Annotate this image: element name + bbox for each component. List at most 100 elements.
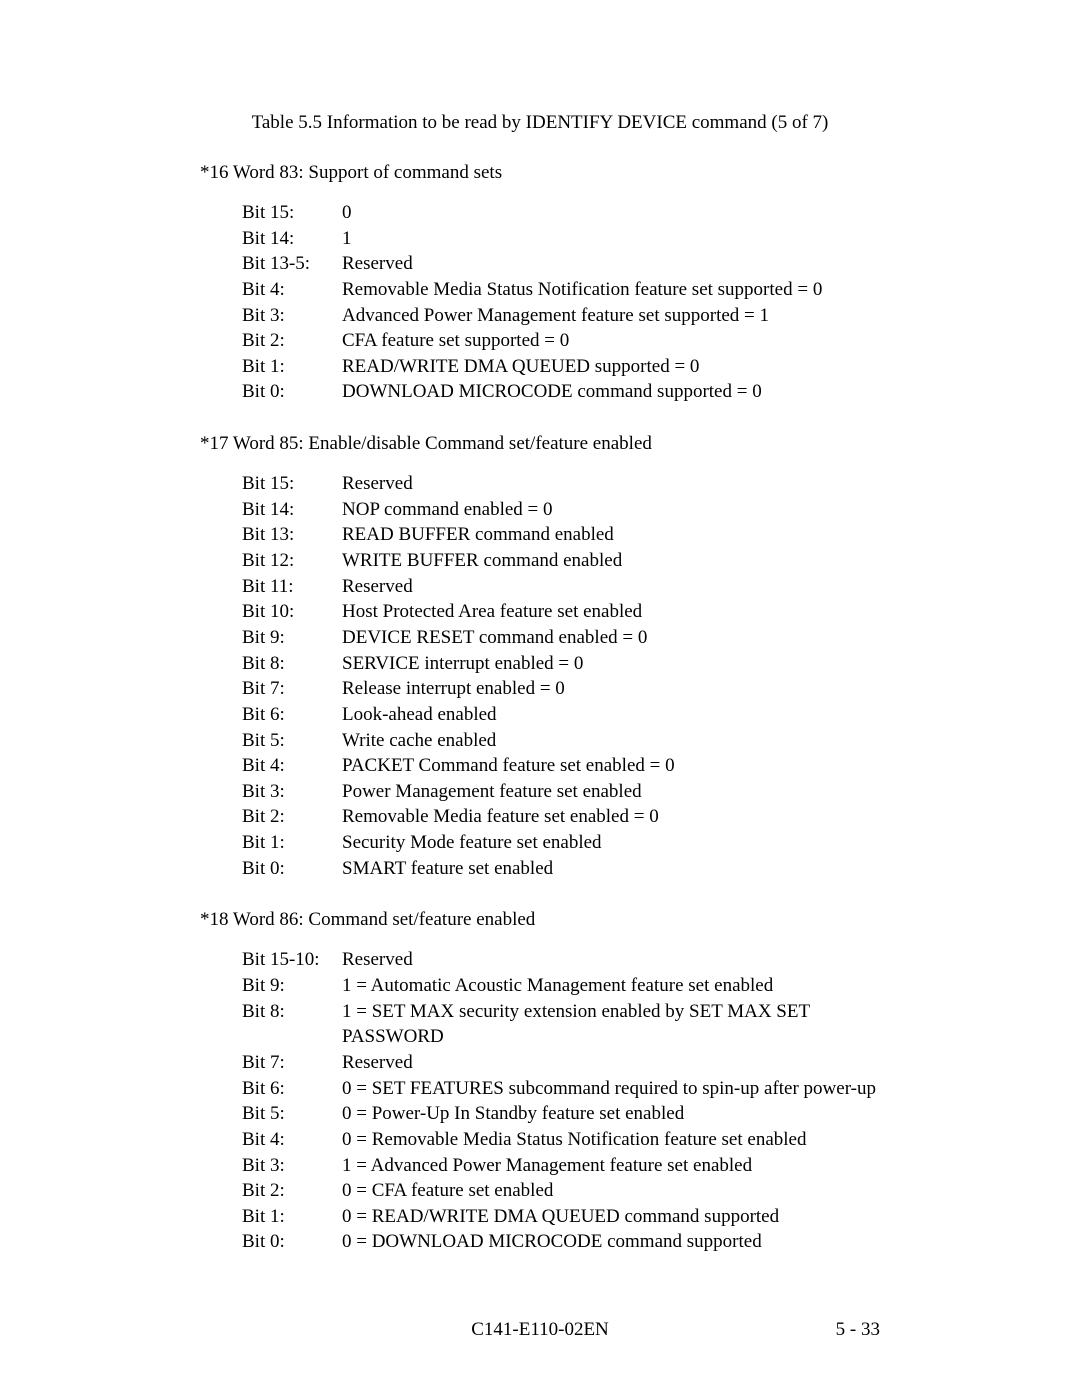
bit-row: Bit 8:1 = SET MAX security extension ena…	[242, 999, 880, 1050]
bit-row: Bit 15-10:Reserved	[242, 947, 880, 973]
bit-desc: PACKET Command feature set enabled = 0	[342, 753, 880, 779]
bit-row: Bit 11:Reserved	[242, 574, 880, 600]
bit-table: Bit 15-10:Reserved Bit 9:1 = Automatic A…	[242, 947, 880, 1255]
bit-row: Bit 10:Host Protected Area feature set e…	[242, 599, 880, 625]
bit-desc: Advanced Power Management feature set su…	[342, 303, 880, 329]
bit-label: Bit 15-10:	[242, 947, 342, 973]
bit-row: Bit 4:Removable Media Status Notificatio…	[242, 277, 880, 303]
bit-desc: Reserved	[342, 574, 880, 600]
bit-desc: Write cache enabled	[342, 728, 880, 754]
bit-row: Bit 7:Release interrupt enabled = 0	[242, 676, 880, 702]
bit-row: Bit 6:Look-ahead enabled	[242, 702, 880, 728]
bit-row: Bit 2:CFA feature set supported = 0	[242, 328, 880, 354]
bit-label: Bit 7:	[242, 676, 342, 702]
bit-row: Bit 0:0 = DOWNLOAD MICROCODE command sup…	[242, 1229, 880, 1255]
bit-label: Bit 8:	[242, 999, 342, 1050]
bit-label: Bit 4:	[242, 277, 342, 303]
bit-row: Bit 9:DEVICE RESET command enabled = 0	[242, 625, 880, 651]
bit-desc: 1	[342, 226, 880, 252]
bit-desc: 1 = SET MAX security extension enabled b…	[342, 999, 880, 1050]
page-footer: C141-E110-02EN 5 - 33	[0, 1319, 1080, 1341]
bit-label: Bit 12:	[242, 548, 342, 574]
bit-desc: Power Management feature set enabled	[342, 779, 880, 805]
bit-desc: Reserved	[342, 947, 880, 973]
bit-desc: DEVICE RESET command enabled = 0	[342, 625, 880, 651]
bit-label: Bit 1:	[242, 830, 342, 856]
section-18: *18 Word 86: Command set/feature enabled…	[200, 909, 880, 1255]
bit-label: Bit 6:	[242, 1076, 342, 1102]
bit-table: Bit 15:0 Bit 14:1 Bit 13-5:Reserved Bit …	[242, 200, 880, 405]
bit-row: Bit 15:0	[242, 200, 880, 226]
bit-row: Bit 1:0 = READ/WRITE DMA QUEUED command …	[242, 1204, 880, 1230]
bit-row: Bit 5:0 = Power-Up In Standby feature se…	[242, 1101, 880, 1127]
bit-desc: 1 = Automatic Acoustic Management featur…	[342, 973, 880, 999]
bit-row: Bit 12:WRITE BUFFER command enabled	[242, 548, 880, 574]
bit-row: Bit 4:PACKET Command feature set enabled…	[242, 753, 880, 779]
bit-label: Bit 9:	[242, 973, 342, 999]
bit-desc: NOP command enabled = 0	[342, 497, 880, 523]
bit-row: Bit 3:1 = Advanced Power Management feat…	[242, 1153, 880, 1179]
bit-row: Bit 5:Write cache enabled	[242, 728, 880, 754]
bit-table: Bit 15:Reserved Bit 14:NOP command enabl…	[242, 471, 880, 881]
bit-desc: Reserved	[342, 251, 880, 277]
bit-label: Bit 0:	[242, 379, 342, 405]
bit-label: Bit 2:	[242, 804, 342, 830]
bit-label: Bit 11:	[242, 574, 342, 600]
bit-label: Bit 9:	[242, 625, 342, 651]
bit-row: Bit 7:Reserved	[242, 1050, 880, 1076]
bit-row: Bit 3:Advanced Power Management feature …	[242, 303, 880, 329]
bit-desc: READ/WRITE DMA QUEUED supported = 0	[342, 354, 880, 380]
bit-label: Bit 4:	[242, 1127, 342, 1153]
bit-row: Bit 13:READ BUFFER command enabled	[242, 522, 880, 548]
bit-desc: 0	[342, 200, 880, 226]
bit-desc: Reserved	[342, 471, 880, 497]
bit-label: Bit 6:	[242, 702, 342, 728]
bit-label: Bit 15:	[242, 471, 342, 497]
bit-label: Bit 0:	[242, 856, 342, 882]
bit-label: Bit 13-5:	[242, 251, 342, 277]
section-heading: *16 Word 83: Support of command sets	[200, 162, 880, 184]
bit-label: Bit 13:	[242, 522, 342, 548]
bit-row: Bit 1:Security Mode feature set enabled	[242, 830, 880, 856]
section-16: *16 Word 83: Support of command sets Bit…	[200, 162, 880, 405]
bit-desc: Look-ahead enabled	[342, 702, 880, 728]
bit-label: Bit 3:	[242, 779, 342, 805]
bit-desc: Removable Media Status Notification feat…	[342, 277, 880, 303]
bit-label: Bit 4:	[242, 753, 342, 779]
bit-label: Bit 1:	[242, 354, 342, 380]
bit-row: Bit 0:SMART feature set enabled	[242, 856, 880, 882]
footer-page-number: 5 - 33	[836, 1319, 880, 1341]
bit-desc: 0 = Removable Media Status Notification …	[342, 1127, 880, 1153]
bit-row: Bit 3:Power Management feature set enabl…	[242, 779, 880, 805]
bit-row: Bit 2:0 = CFA feature set enabled	[242, 1178, 880, 1204]
bit-desc: 0 = CFA feature set enabled	[342, 1178, 880, 1204]
bit-row: Bit 1:READ/WRITE DMA QUEUED supported = …	[242, 354, 880, 380]
section-heading: *18 Word 86: Command set/feature enabled	[200, 909, 880, 931]
bit-desc: WRITE BUFFER command enabled	[342, 548, 880, 574]
bit-desc: Security Mode feature set enabled	[342, 830, 880, 856]
section-heading: *17 Word 85: Enable/disable Command set/…	[200, 433, 880, 455]
bit-row: Bit 6:0 = SET FEATURES subcommand requir…	[242, 1076, 880, 1102]
bit-desc: SMART feature set enabled	[342, 856, 880, 882]
bit-row: Bit 8:SERVICE interrupt enabled = 0	[242, 651, 880, 677]
bit-row: Bit 0:DOWNLOAD MICROCODE command support…	[242, 379, 880, 405]
bit-label: Bit 3:	[242, 1153, 342, 1179]
bit-row: Bit 15:Reserved	[242, 471, 880, 497]
footer-doc-id: C141-E110-02EN	[471, 1319, 609, 1341]
bit-desc: Host Protected Area feature set enabled	[342, 599, 880, 625]
bit-desc: 0 = DOWNLOAD MICROCODE command supported	[342, 1229, 880, 1255]
bit-row: Bit 4:0 = Removable Media Status Notific…	[242, 1127, 880, 1153]
bit-label: Bit 3:	[242, 303, 342, 329]
bit-desc: Release interrupt enabled = 0	[342, 676, 880, 702]
bit-label: Bit 15:	[242, 200, 342, 226]
bit-label: Bit 0:	[242, 1229, 342, 1255]
bit-desc: 0 = READ/WRITE DMA QUEUED command suppor…	[342, 1204, 880, 1230]
bit-desc: Removable Media feature set enabled = 0	[342, 804, 880, 830]
bit-label: Bit 10:	[242, 599, 342, 625]
bit-desc: CFA feature set supported = 0	[342, 328, 880, 354]
bit-label: Bit 8:	[242, 651, 342, 677]
bit-desc: SERVICE interrupt enabled = 0	[342, 651, 880, 677]
bit-desc: READ BUFFER command enabled	[342, 522, 880, 548]
bit-label: Bit 14:	[242, 226, 342, 252]
bit-label: Bit 1:	[242, 1204, 342, 1230]
